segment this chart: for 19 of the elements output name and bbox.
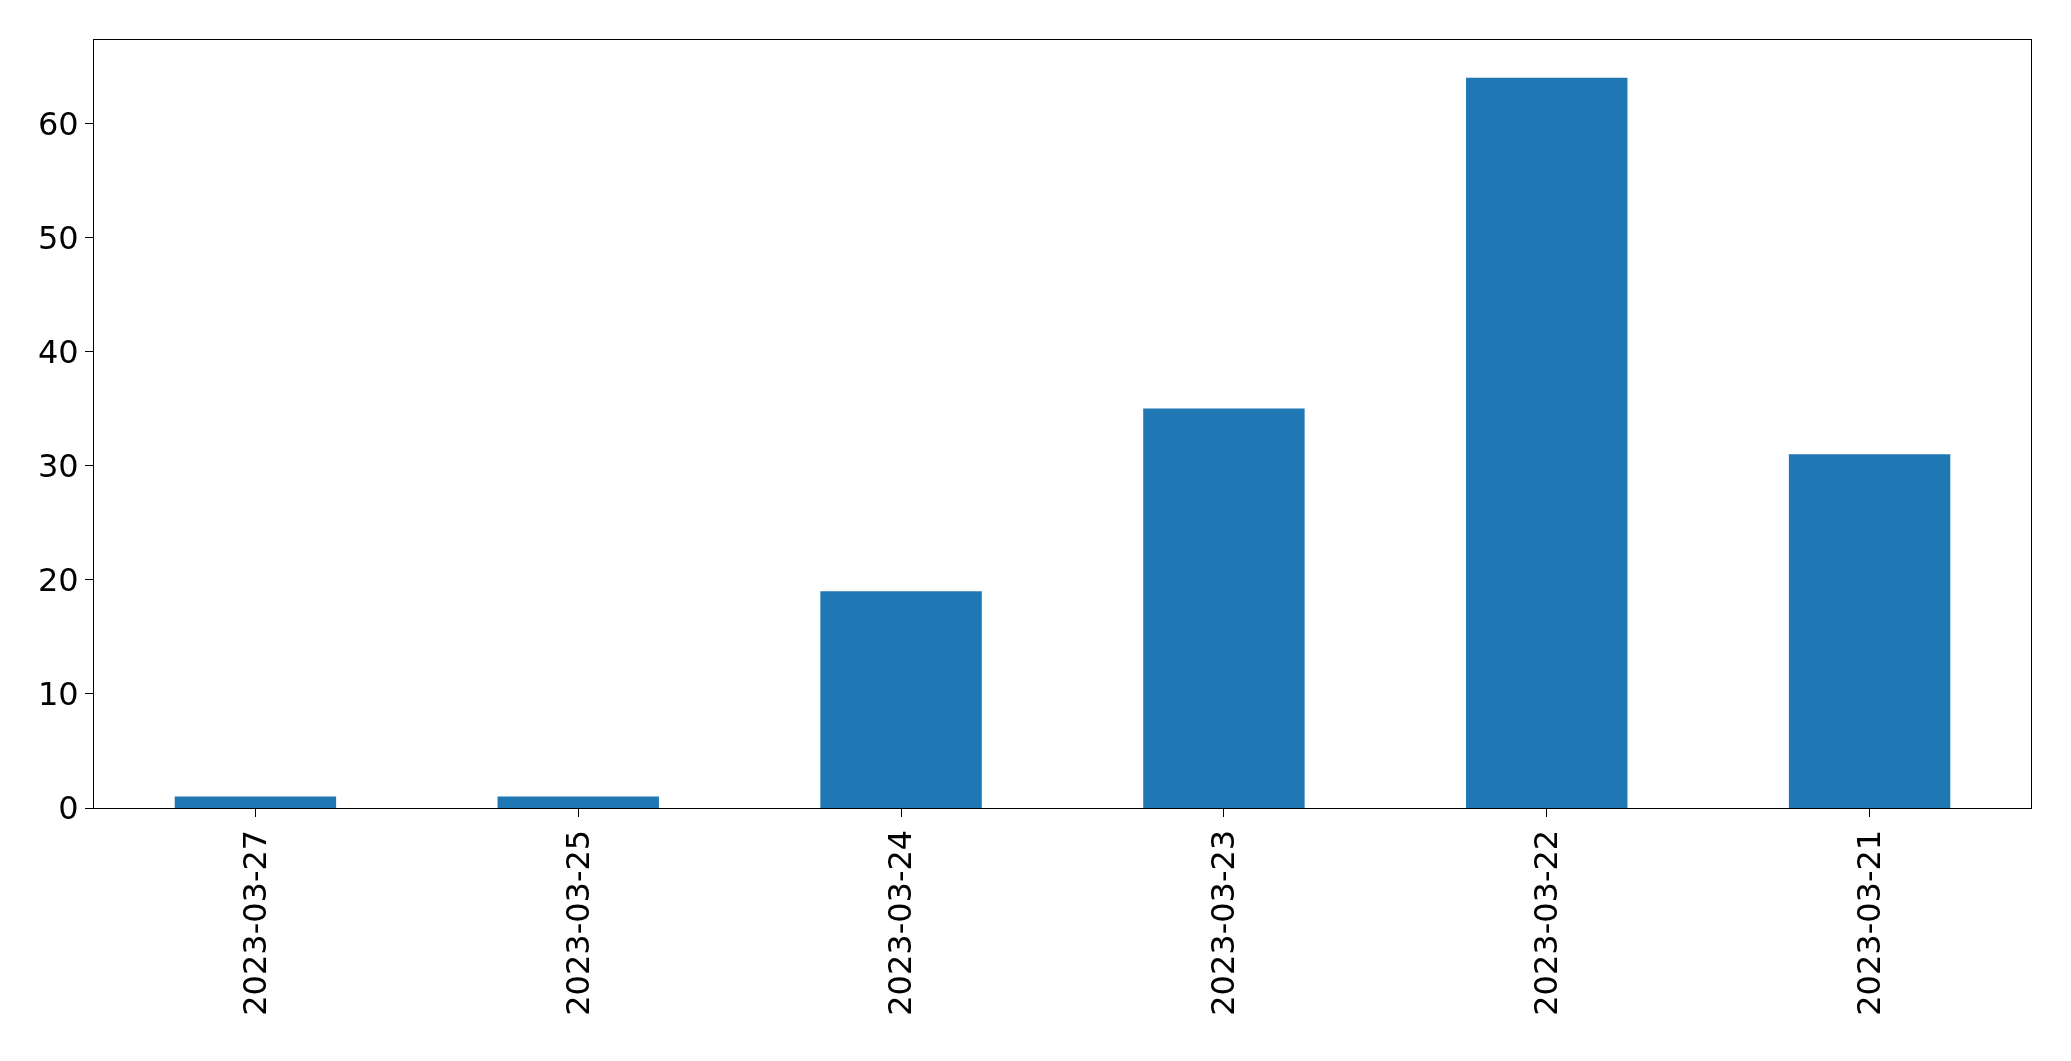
y-tick-label: 50 [37, 218, 79, 257]
bar [1143, 408, 1305, 808]
x-tick-label: 2023-03-27 [235, 829, 274, 1016]
bar [1788, 454, 1951, 808]
x-tick-label: 2023-03-23 [1204, 829, 1243, 1016]
x-tick-label: 2023-03-24 [881, 829, 920, 1016]
y-tick-label: 40 [37, 332, 79, 371]
bar [174, 796, 337, 808]
y-tick-label: 30 [37, 446, 79, 485]
y-tick-label: 0 [58, 789, 79, 828]
x-tick-label: 2023-03-21 [1849, 829, 1888, 1016]
y-tick-label: 20 [37, 560, 79, 599]
bar [497, 796, 659, 808]
x-tick-label: 2023-03-25 [558, 829, 597, 1016]
y-tick-label: 60 [37, 104, 79, 143]
bar [1466, 77, 1628, 808]
x-tick-label: 2023-03-22 [1527, 829, 1566, 1016]
y-tick-label: 10 [37, 675, 79, 714]
bar [820, 591, 982, 808]
